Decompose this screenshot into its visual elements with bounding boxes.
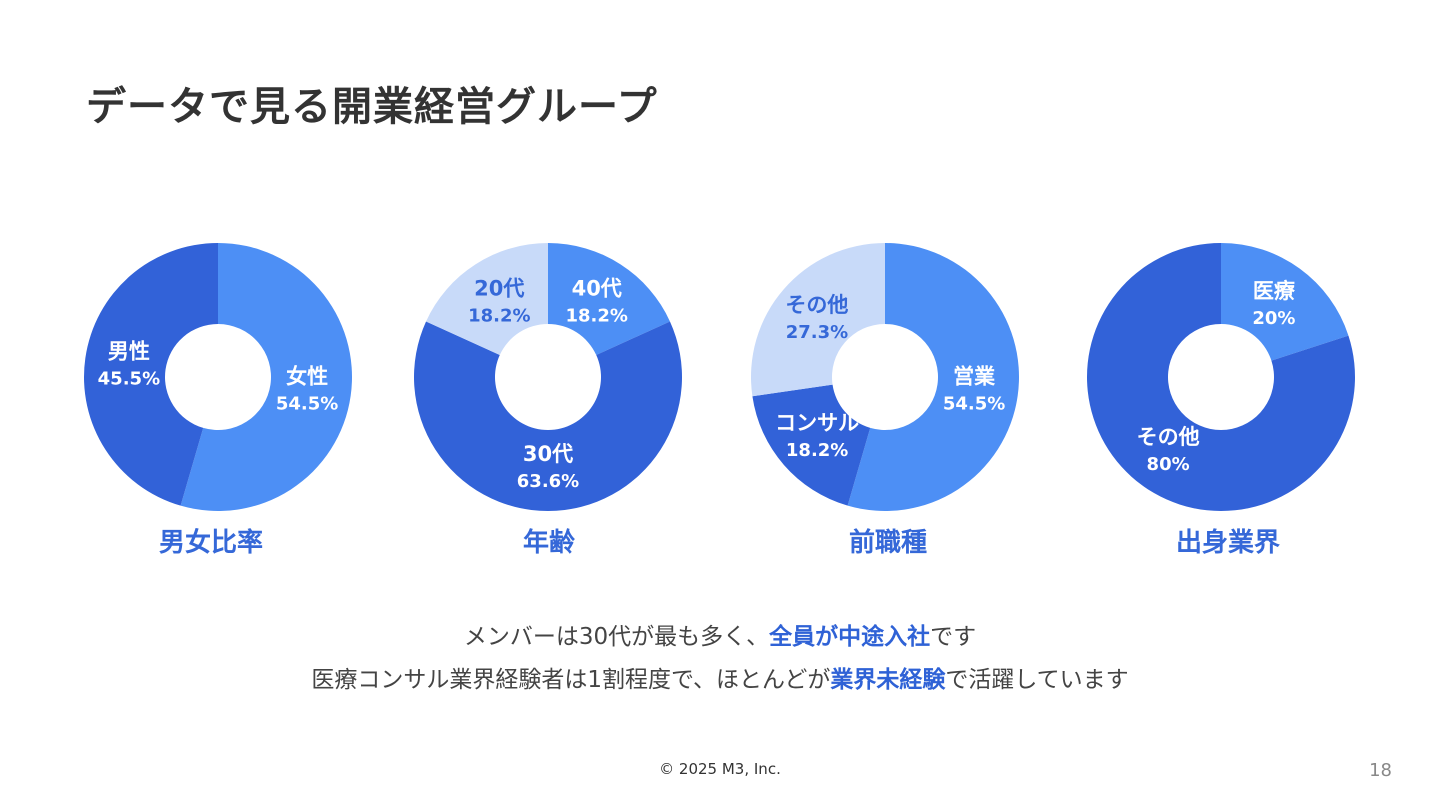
previous-job-slice-2-label: その他 (785, 293, 848, 317)
summary-line-2-post: で活躍しています (945, 667, 1129, 693)
age-slice-0-label: 40代 (572, 276, 622, 300)
age-slice-2-label: 20代 (474, 276, 524, 300)
summary-line-1-highlight: 全員が中途入社 (769, 624, 931, 650)
industry-slice-1-value: 80% (1147, 454, 1190, 475)
industry-slice-1-label: その他 (1137, 425, 1200, 449)
age-slice-2-value: 18.2% (468, 305, 530, 326)
chart-title-industry: 出身業界 (1175, 528, 1280, 558)
gender-slice-1 (84, 243, 219, 506)
previous-job-slice-0 (847, 243, 1019, 511)
copyright: © 2025 M3, Inc. (659, 760, 781, 778)
age-slice-2 (426, 243, 548, 356)
summary-line-2-highlight: 業界未経験 (830, 667, 946, 693)
page-number: 18 (1369, 760, 1392, 781)
page-title: データで見る開業経営グループ (86, 84, 658, 130)
age-slice-0-value: 18.2% (565, 305, 627, 326)
previous-job-slice-0-label: 営業 (953, 365, 996, 389)
summary-line-2: 医療コンサル業界経験者は1割程度で、ほとんどが業界未経験で活躍しています (0, 660, 1440, 694)
gender-slice-0-label: 女性 (286, 365, 328, 389)
summary-line-2-pre: 医療コンサル業界経験者は1割程度で、ほとんどが (311, 667, 831, 693)
previous-job-slice-1 (752, 384, 871, 506)
gender-slice-0-value: 54.5% (276, 394, 338, 415)
industry-slice-1 (1086, 243, 1355, 511)
gender-slice-1-value: 45.5% (98, 368, 160, 389)
age-slice-1 (413, 321, 682, 511)
summary-line-1-post: です (930, 624, 977, 650)
previous-job-slice-2 (750, 243, 885, 397)
chart-title-previous-job: 前職種 (848, 528, 927, 558)
summary-line-1: メンバーは30代が最も多く、全員が中途入社です (0, 617, 1440, 651)
chart-title-age: 年齢 (522, 528, 575, 558)
previous-job-slice-1-value: 18.2% (786, 440, 848, 461)
previous-job-slice-1-label: コンサル (775, 411, 859, 435)
chart-title-gender: 男女比率 (158, 528, 263, 558)
previous-job-slice-0-value: 54.5% (943, 394, 1005, 415)
age-slice-1-value: 63.6% (517, 471, 579, 492)
age-slice-1-label: 30代 (523, 442, 573, 466)
industry-slice-0 (1221, 243, 1349, 361)
industry-slice-0-value: 20% (1252, 308, 1295, 329)
gender-slice-0 (180, 243, 352, 511)
age-slice-0 (548, 243, 670, 356)
gender-slice-1-label: 男性 (108, 339, 150, 363)
industry-slice-0-label: 医療 (1253, 279, 1296, 303)
previous-job-slice-2-value: 27.3% (786, 322, 848, 343)
summary-line-1-pre: メンバーは30代が最も多く、 (463, 624, 770, 650)
